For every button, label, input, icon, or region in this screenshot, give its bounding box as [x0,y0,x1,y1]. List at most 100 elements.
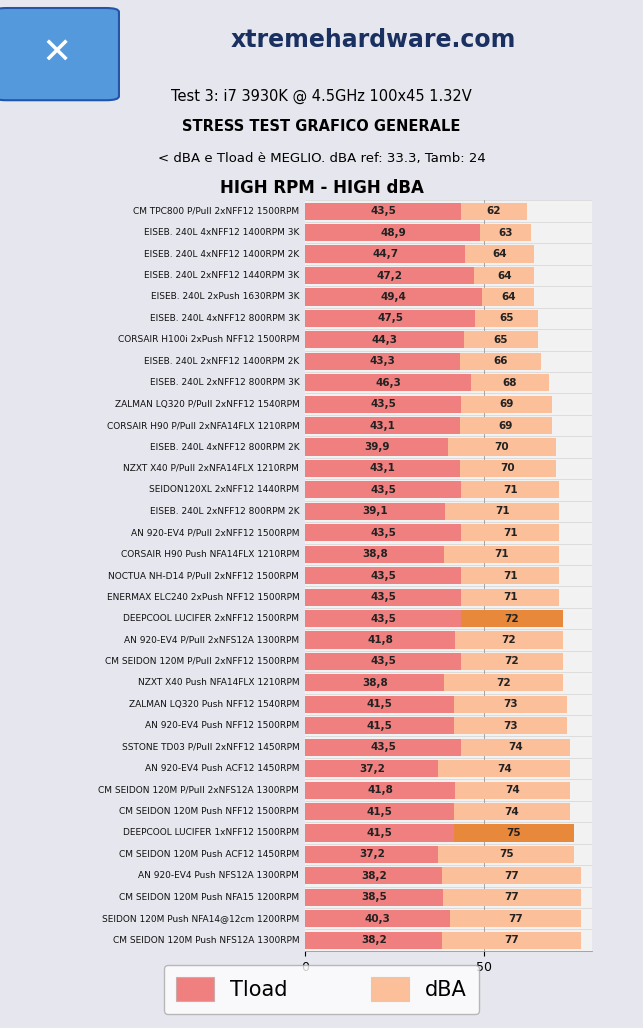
Bar [305,396,461,412]
Bar [305,460,460,477]
Bar [305,760,570,777]
Text: AN 920-EV4 Push NFF12 1500RPM: AN 920-EV4 Push NFF12 1500RPM [145,722,300,730]
Text: 48,9: 48,9 [380,227,406,237]
Bar [305,524,461,542]
Text: 38,2: 38,2 [361,871,386,881]
Bar [305,331,464,348]
Text: 39,9: 39,9 [364,442,390,452]
Bar [305,417,460,434]
Text: 41,5: 41,5 [367,699,393,709]
Bar [305,674,563,692]
Text: 68: 68 [503,377,517,388]
Bar [305,460,556,477]
Bar [305,374,548,392]
Text: 72: 72 [496,677,511,688]
Text: 75: 75 [507,828,521,838]
Text: CM SEIDON 120M Push NFS12A 1300RPM: CM SEIDON 120M Push NFS12A 1300RPM [113,935,300,945]
Text: 71: 71 [503,485,518,494]
Bar [305,889,443,906]
Text: 43,5: 43,5 [370,742,396,752]
Text: 77: 77 [505,892,520,903]
Text: Test 3: i7 3930K @ 4.5GHz 100x45 1.32V: Test 3: i7 3930K @ 4.5GHz 100x45 1.32V [171,88,472,104]
Bar [305,267,534,284]
Bar [305,931,581,949]
Bar [305,224,480,242]
Text: ENERMAX ELC240 2xPush NFF12 1500RPM: ENERMAX ELC240 2xPush NFF12 1500RPM [107,592,300,601]
Text: EISEB. 240L 4xNFF12 800RPM 2K: EISEB. 240L 4xNFF12 800RPM 2K [150,442,300,451]
Text: 38,8: 38,8 [362,549,388,559]
Text: 77: 77 [504,871,519,881]
Text: SSTONE TD03 P/Pull 2xNFF12 1450RPM: SSTONE TD03 P/Pull 2xNFF12 1450RPM [122,742,300,751]
Text: 41,8: 41,8 [367,635,393,645]
Text: EISEB. 240L 2xNFF12 1440RPM 3K: EISEB. 240L 2xNFF12 1440RPM 3K [144,271,300,280]
Bar [305,931,442,949]
Text: 43,5: 43,5 [370,592,396,602]
Text: xtremehardware.com: xtremehardware.com [230,28,516,52]
Text: NZXT X40 Push NFA14FLX 1210RPM: NZXT X40 Push NFA14FLX 1210RPM [138,678,300,688]
Bar [305,610,563,627]
Text: 39,1: 39,1 [363,507,388,516]
Text: CORSAIR H90 P/Pull 2xNFA14FLX 1210RPM: CORSAIR H90 P/Pull 2xNFA14FLX 1210RPM [107,421,300,430]
Text: 41,5: 41,5 [367,807,393,816]
Bar [305,718,454,734]
Text: 69: 69 [499,420,513,431]
Text: 74: 74 [508,742,523,752]
Bar [305,396,552,412]
Text: 71: 71 [503,527,518,538]
Bar [305,439,448,455]
Text: 74: 74 [505,785,520,795]
Text: 43,3: 43,3 [370,357,396,366]
Bar [305,417,552,434]
Text: 64: 64 [493,249,507,259]
Text: < dBA e Tload è MEGLIO. dBA ref: 33.3, Tamb: 24: < dBA e Tload è MEGLIO. dBA ref: 33.3, T… [158,152,485,164]
Text: EISEB. 240L 2xPush 1630RPM 3K: EISEB. 240L 2xPush 1630RPM 3K [151,292,300,301]
Bar [305,289,534,305]
Text: ZALMAN LQ320 Push NFF12 1540RPM: ZALMAN LQ320 Push NFF12 1540RPM [129,700,300,709]
Bar [305,203,527,220]
Text: 40,3: 40,3 [365,914,390,924]
Bar [305,846,574,862]
Bar [305,309,538,327]
Bar [305,439,556,455]
Text: 63: 63 [498,227,512,237]
Text: CORSAIR H100i 2xPush NFF12 1500RPM: CORSAIR H100i 2xPush NFF12 1500RPM [118,335,300,344]
Text: 73: 73 [503,721,518,731]
Bar [305,674,444,692]
FancyBboxPatch shape [0,8,119,101]
Text: 64: 64 [497,270,512,281]
Text: 46,3: 46,3 [376,377,401,388]
Text: CM SEIDON 120M P/Pull 2xNFF12 1500RPM: CM SEIDON 120M P/Pull 2xNFF12 1500RPM [105,657,300,666]
Bar [305,760,439,777]
Text: 62: 62 [487,207,502,216]
Bar [305,653,563,670]
Text: ✕: ✕ [41,36,72,70]
Bar [305,589,461,605]
Bar [305,868,442,884]
Text: CM SEIDON 120M P/Pull 2xNFS12A 1300RPM: CM SEIDON 120M P/Pull 2xNFS12A 1300RPM [98,785,300,795]
Text: 43,5: 43,5 [370,399,396,409]
Text: 37,2: 37,2 [359,849,385,859]
Bar [305,696,566,712]
Text: 41,5: 41,5 [367,721,393,731]
Text: 41,5: 41,5 [367,828,393,838]
Text: EISEB. 240L 2xNFF12 800RPM 3K: EISEB. 240L 2xNFF12 800RPM 3K [150,378,300,388]
Bar [305,696,454,712]
Text: 43,1: 43,1 [370,420,395,431]
Text: 70: 70 [500,464,515,474]
Legend: Tload, dBA: Tload, dBA [163,965,480,1014]
Text: 71: 71 [503,571,518,581]
Bar [305,781,455,799]
Bar [305,353,541,370]
Text: 38,5: 38,5 [361,892,387,903]
Text: CM SEIDON 120M Push NFF12 1500RPM: CM SEIDON 120M Push NFF12 1500RPM [120,807,300,816]
Text: CM TPC800 P/Pull 2xNFF12 1500RPM: CM TPC800 P/Pull 2xNFF12 1500RPM [133,207,300,216]
Bar [305,910,449,927]
Text: STRESS TEST GRAFICO GENERALE: STRESS TEST GRAFICO GENERALE [183,119,460,134]
Bar [305,846,439,862]
Bar [305,267,475,284]
Text: 47,2: 47,2 [377,270,403,281]
Text: 69: 69 [500,399,514,409]
Text: AN 920-EV4 P/Pull 2xNFF12 1500RPM: AN 920-EV4 P/Pull 2xNFF12 1500RPM [131,528,300,538]
Text: ZALMAN LQ320 P/Pull 2xNFF12 1540RPM: ZALMAN LQ320 P/Pull 2xNFF12 1540RPM [114,400,300,409]
Text: 37,2: 37,2 [359,764,385,774]
